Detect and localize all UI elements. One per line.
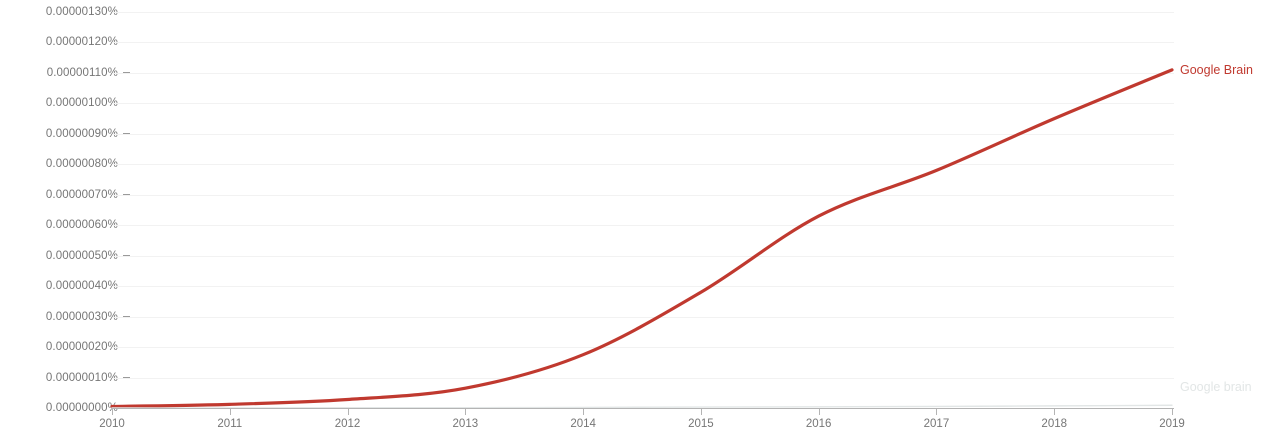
y-axis-tick-label: 0.00000040%	[45, 280, 118, 293]
gridline	[112, 103, 1174, 105]
series-line-1[interactable]	[111, 404, 1173, 409]
x-axis: 2010 2011 2012 2013 2014 2015 2016 2017 2018 2019	[99, 0, 1185, 440]
y-axis-tick-label: 0.00000110%	[46, 66, 118, 79]
series-line-0[interactable]	[110, 68, 1174, 409]
gridline	[112, 133, 1174, 135]
x-axis-baseline	[112, 408, 1174, 409]
x-axis-tick-label: 2018	[1041, 418, 1068, 430]
x-axis-tick-label: 2017	[923, 418, 950, 430]
y-axis-tick-label: 0.00000120%	[45, 36, 118, 49]
gridline	[112, 347, 1174, 349]
plot-area: 2010 2011 2012 2013 2014 2015 2016 2017 2018 2019	[99, 0, 1185, 440]
series-label-google-brain[interactable]: Google Brain	[1180, 62, 1253, 77]
y-axis: 0.00000130% 0.00000120% 0.00000110% 0.00000…	[0, 0, 130, 440]
gridline	[112, 286, 1174, 288]
x-axis-tick-mark	[936, 409, 938, 415]
series-lines	[110, 68, 1174, 409]
y-axis-tick-label: 0.00000070%	[45, 188, 118, 201]
x-axis-tick-mark	[465, 409, 467, 415]
x-axis-tick-mark	[1054, 409, 1056, 415]
x-axis-tick-label: 2019	[1159, 418, 1185, 430]
gridline	[112, 72, 1174, 74]
x-axis-tick-mark	[700, 409, 702, 415]
gridline	[112, 12, 1174, 13]
x-axis-tick-mark	[1172, 409, 1173, 415]
gridline	[112, 377, 1174, 379]
gridline	[112, 316, 1174, 318]
x-axis-tick-label: 2013	[452, 418, 479, 430]
x-axis-tick-label: 2015	[688, 418, 714, 430]
x-axis-tick-label: 2012	[334, 418, 361, 430]
y-axis-tick-label: 0.00000020%	[45, 341, 118, 354]
y-axis-tick-label: 0.00000030%	[45, 310, 118, 323]
x-axis-tick-mark	[229, 409, 231, 415]
y-axis-tick-label: 0.00000000%	[45, 402, 118, 414]
x-axis-tick-label: 2011	[217, 418, 243, 430]
y-axis-tick-label: 0.00000080%	[45, 158, 118, 171]
gridline	[112, 194, 1174, 196]
x-axis-tick-label: 2014	[570, 418, 596, 430]
y-axis-tick-label: 0.00000090%	[45, 127, 118, 140]
series-label-google-brain-lowercase[interactable]: Google brain	[1180, 380, 1252, 395]
x-axis-tick-mark	[112, 409, 113, 415]
y-axis-tick-label: 0.00000060%	[45, 219, 118, 232]
gridline	[112, 164, 1174, 166]
y-axis-tick-label: 0.00000050%	[45, 249, 118, 262]
x-axis-tick-mark	[818, 409, 820, 415]
gridline	[112, 225, 1174, 227]
x-axis-tick-label: 2016	[805, 418, 832, 430]
y-axis-tick-label: 0.00000010%	[45, 371, 118, 384]
x-axis-tick-mark	[583, 409, 585, 415]
y-axis-tick-label: 0.00000130%	[45, 6, 118, 18]
x-axis-tick-label: 2010	[99, 418, 125, 430]
gridline	[112, 42, 1174, 44]
gridline	[112, 255, 1174, 257]
y-axis-tick-label: 0.00000100%	[45, 97, 118, 110]
x-axis-tick-mark	[347, 409, 349, 415]
